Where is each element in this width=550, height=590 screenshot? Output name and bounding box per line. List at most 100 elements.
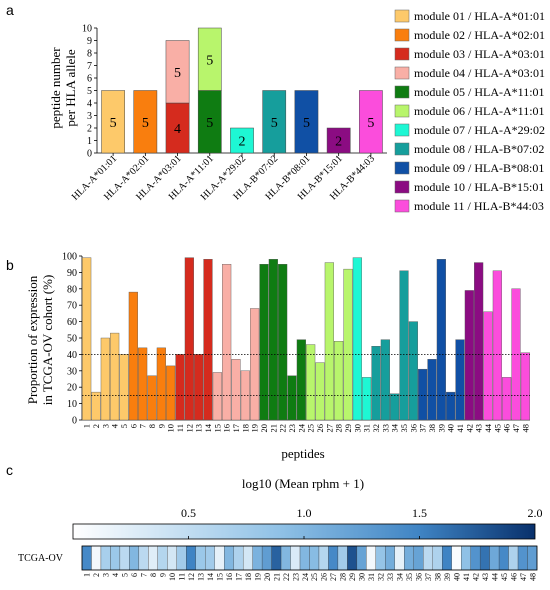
panel-c: c log10 (Mean rphm + 1) 0.5 1.0 1.5 2.0 TCG… bbox=[6, 462, 543, 581]
panel-b-x-tick-label: 8 bbox=[147, 424, 157, 428]
panel-b-y-tick-label: 70 bbox=[67, 301, 77, 312]
heatmap-x-ticks: 1 2 3 4 5 6 7 8 9 10 11 12 13 14 15 16 17 18 19 20 21 22 23 24 2… bbox=[83, 573, 538, 581]
legend-entry-label: module 02 / HLA-A*02:01 bbox=[414, 28, 545, 42]
heatmap-x-tick-label: 7 bbox=[140, 573, 149, 577]
panel-b-y-tick-label: 30 bbox=[67, 366, 77, 377]
legend-swatch bbox=[394, 28, 410, 42]
panel-a-y-tick-label: 3 bbox=[87, 111, 92, 122]
heatmap-cell bbox=[148, 545, 158, 571]
heatmap-cell bbox=[423, 545, 433, 571]
panel-b-x-tick-label: 40 bbox=[446, 424, 456, 433]
heatmap-x-tick-label: 12 bbox=[187, 573, 196, 581]
heatmap-cell bbox=[110, 545, 121, 571]
legend-swatch bbox=[394, 9, 410, 23]
legend-swatch bbox=[394, 180, 410, 194]
heatmap-x-tick-label: 36 bbox=[415, 573, 424, 581]
panel-a-bar-value-label: 5 bbox=[271, 116, 278, 131]
panel-b-x-tick-label: 13 bbox=[194, 424, 204, 433]
panel-b-x-tick-label: 46 bbox=[502, 424, 512, 433]
panel-b-y-tick-label: 10 bbox=[67, 399, 77, 410]
panel-a-bar-value-label: 5 bbox=[367, 116, 374, 131]
panel-b-x-tick-label: 47 bbox=[511, 424, 521, 433]
heatmap-cell bbox=[290, 545, 301, 571]
panel-b-y-tick-label: 20 bbox=[67, 383, 77, 394]
panel-b-x-tick-label: 35 bbox=[399, 424, 409, 433]
panel-b-bar bbox=[502, 377, 512, 421]
panel-a-bar-value-label: 5 bbox=[174, 66, 181, 81]
heatmap-cell bbox=[375, 545, 386, 571]
heatmap-cell bbox=[328, 545, 339, 571]
panel-b-x-ticks: 1 2 3 4 5 6 7 8 9 10 11 12 13 14 15 16 17 18 19 20 21 22 23 24 2… bbox=[82, 423, 531, 432]
panel-b-x-tick-label: 3 bbox=[100, 424, 110, 428]
panel-b-y-tick-label: 50 bbox=[67, 334, 77, 345]
panel-b-x-tick-label: 19 bbox=[250, 424, 260, 433]
heatmap-cell bbox=[242, 545, 253, 571]
heatmap-cell bbox=[81, 545, 92, 571]
panel-a-bar-value-label: 2 bbox=[239, 135, 246, 150]
panel-a-y-tick-label: 0 bbox=[87, 149, 92, 160]
panel-b-x-tick-label: 1 bbox=[82, 424, 92, 428]
panel-b-bar bbox=[390, 393, 400, 421]
heatmap-x-tick-label: 18 bbox=[244, 573, 253, 581]
heatmap-x-tick-label: 6 bbox=[130, 573, 139, 577]
heatmap-x-tick-label: 20 bbox=[263, 573, 272, 581]
panel-b-x-tick-label: 14 bbox=[203, 423, 213, 432]
panel-a-bar-value-label: 5 bbox=[142, 116, 149, 131]
legend-entry-label: module 08 / HLA-B*07:02 bbox=[414, 142, 544, 156]
panel-b-x-tick-label: 32 bbox=[371, 424, 381, 433]
panel-a-y-tick-label: 2 bbox=[87, 124, 92, 135]
panel-a-bars: 5 5 4 5 5 5 2 5 5 2 5 bbox=[101, 27, 383, 154]
panel-b-bar bbox=[371, 346, 381, 421]
panel-b-bar bbox=[492, 270, 502, 421]
heatmap-x-tick-label: 41 bbox=[462, 573, 471, 581]
panel-b-bar bbox=[147, 375, 157, 421]
heatmap-x-tick-label: 30 bbox=[358, 573, 367, 581]
panel-b-bar bbox=[212, 372, 222, 421]
panel-b-bar bbox=[119, 354, 129, 421]
panel-b-bar bbox=[259, 264, 269, 421]
heatmap-cell bbox=[347, 545, 358, 571]
panel-b-bar bbox=[408, 321, 418, 421]
panel-b-x-tick-label: 31 bbox=[362, 424, 372, 433]
panel-b-x-tick-label: 12 bbox=[184, 424, 194, 433]
heatmap-x-tick-label: 23 bbox=[291, 573, 300, 581]
heatmap-x-tick-label: 8 bbox=[149, 573, 158, 577]
panel-b-x-tick-label: 6 bbox=[128, 424, 138, 428]
heatmap-x-tick-label: 25 bbox=[310, 573, 319, 581]
panel-a-y-tick-label: 1 bbox=[87, 136, 92, 147]
legend-entry-label: module 04 / HLA-A*03:01 bbox=[414, 66, 545, 80]
panel-b-x-tick-label: 16 bbox=[222, 424, 232, 433]
heatmap-cells bbox=[81, 545, 538, 571]
heatmap-x-tick-label: 22 bbox=[282, 573, 291, 581]
panel-b-bar bbox=[231, 359, 241, 421]
heatmap-x-tick-label: 40 bbox=[452, 573, 461, 581]
panel-b-x-tick-label: 43 bbox=[474, 424, 484, 433]
panel-a-x-ticks: HLA-A*01:01HLA-A*02:01HLA-A*03:01HLA-A*1… bbox=[70, 153, 377, 203]
panel-b-x-tick-label: 9 bbox=[156, 424, 166, 428]
panel-b-y-tick-label: 0 bbox=[72, 416, 77, 427]
panel-b-y-tick-label: 100 bbox=[62, 252, 77, 263]
panel-b-bar bbox=[287, 375, 297, 421]
panel-a-legend: module 01 / HLA-A*01:01 module 02 / HLA-A… bbox=[394, 9, 545, 213]
heatmap-x-tick-label: 4 bbox=[111, 573, 120, 577]
panel-a-bar-value-label: 5 bbox=[303, 116, 310, 131]
heatmap-cell bbox=[489, 545, 500, 571]
heatmap-x-tick-label: 1 bbox=[83, 573, 92, 577]
panel-b-x-tick-label: 15 bbox=[212, 424, 222, 433]
legend-entry-label: module 11 / HLA-B*44:03 bbox=[414, 199, 544, 213]
panel-b-bar bbox=[399, 270, 409, 421]
panel-b-x-tick-label: 17 bbox=[231, 424, 241, 433]
panel-a-bar-value-label: 4 bbox=[174, 122, 181, 137]
heatmap-x-tick-label: 37 bbox=[424, 573, 433, 581]
heatmap-cell bbox=[309, 545, 320, 571]
panel-a-y-tick-label: 4 bbox=[87, 99, 92, 110]
heatmap-cell bbox=[527, 545, 538, 571]
panel-b-bar bbox=[194, 354, 204, 421]
panel-b-reference-lines bbox=[82, 353, 530, 396]
panel-a-ylabel-line2: per HLA allele bbox=[63, 49, 78, 126]
panel-b-x-tick-label: 25 bbox=[306, 424, 316, 433]
panel-c-label: c bbox=[6, 462, 13, 478]
panel-b-x-tick-label: 2 bbox=[91, 424, 101, 428]
heatmap-cell bbox=[176, 545, 187, 571]
heatmap-x-tick-label: 42 bbox=[471, 573, 480, 581]
